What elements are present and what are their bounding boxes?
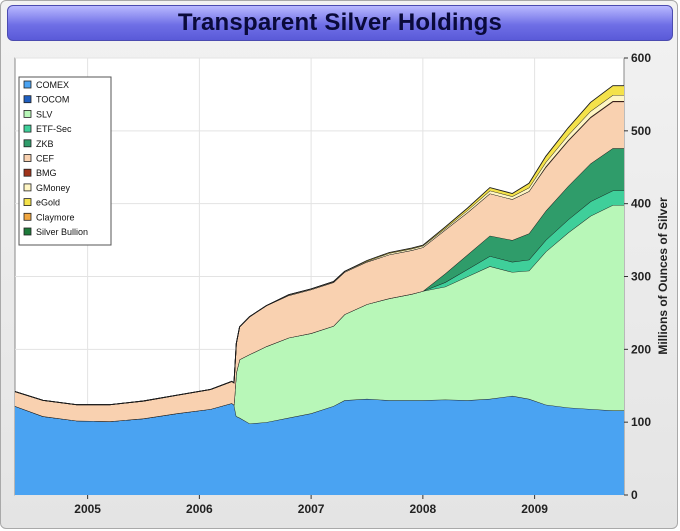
legend-label: CEF [36,154,55,164]
x-tick-label: 2005 [74,502,101,516]
legend-label: ETF-Sec [36,124,72,134]
x-tick-label: 2007 [298,502,325,516]
legend-label: COMEX [36,80,69,90]
legend-label: eGold [36,198,60,208]
legend-swatch [23,95,32,104]
y-tick-label: 600 [631,51,651,65]
x-axis: 2005 2006 2007 2008 2009 [74,495,548,516]
chart-title: Transparent Silver Holdings [177,9,503,36]
area-comex [15,395,624,495]
legend-label: TOCOM [36,95,69,105]
area-slv [15,205,624,424]
legend-box [18,76,112,246]
legend-label: GMoney [36,183,71,193]
legend-swatch [23,227,32,236]
legend-swatch [23,183,32,192]
legend-swatch [23,154,32,162]
y-tick-label: 100 [631,415,651,429]
legend-label: ZKB [36,139,54,149]
y-tick-label: 500 [631,124,651,138]
y-tick-label: 0 [631,488,638,502]
legend: COMEX TOCOM SLV ETF-Sec ZKB CEF BMG GMoney eGold… [18,76,112,246]
area-egold-edge [14,85,624,406]
y-axis: 0 100 200 300 400 500 600 [624,51,651,502]
x-tick-label: 2009 [521,502,548,516]
legend-swatch [23,198,32,207]
y-tick-label: 300 [631,270,651,284]
x-tick-label: 2006 [186,502,213,516]
legend-label: SLV [36,109,52,119]
legend-swatch [23,139,32,148]
y-axis-label: Millions of Ounces of Silver [656,197,670,355]
legend-swatch [23,168,32,177]
x-tick-label: 2008 [410,502,437,516]
legend-label: BMG [36,168,57,178]
legend-swatch [23,110,32,118]
title-bar: Transparent Silver Holdings [7,5,673,41]
legend-swatch [23,80,32,89]
legend-label: Claymore [36,212,75,222]
legend-swatch [23,124,32,133]
y-tick-label: 200 [631,342,651,356]
legend-label: Silver Bullion [36,227,88,237]
y-tick-label: 400 [631,197,651,211]
legend-swatch [23,212,32,221]
series-areas [14,85,624,495]
